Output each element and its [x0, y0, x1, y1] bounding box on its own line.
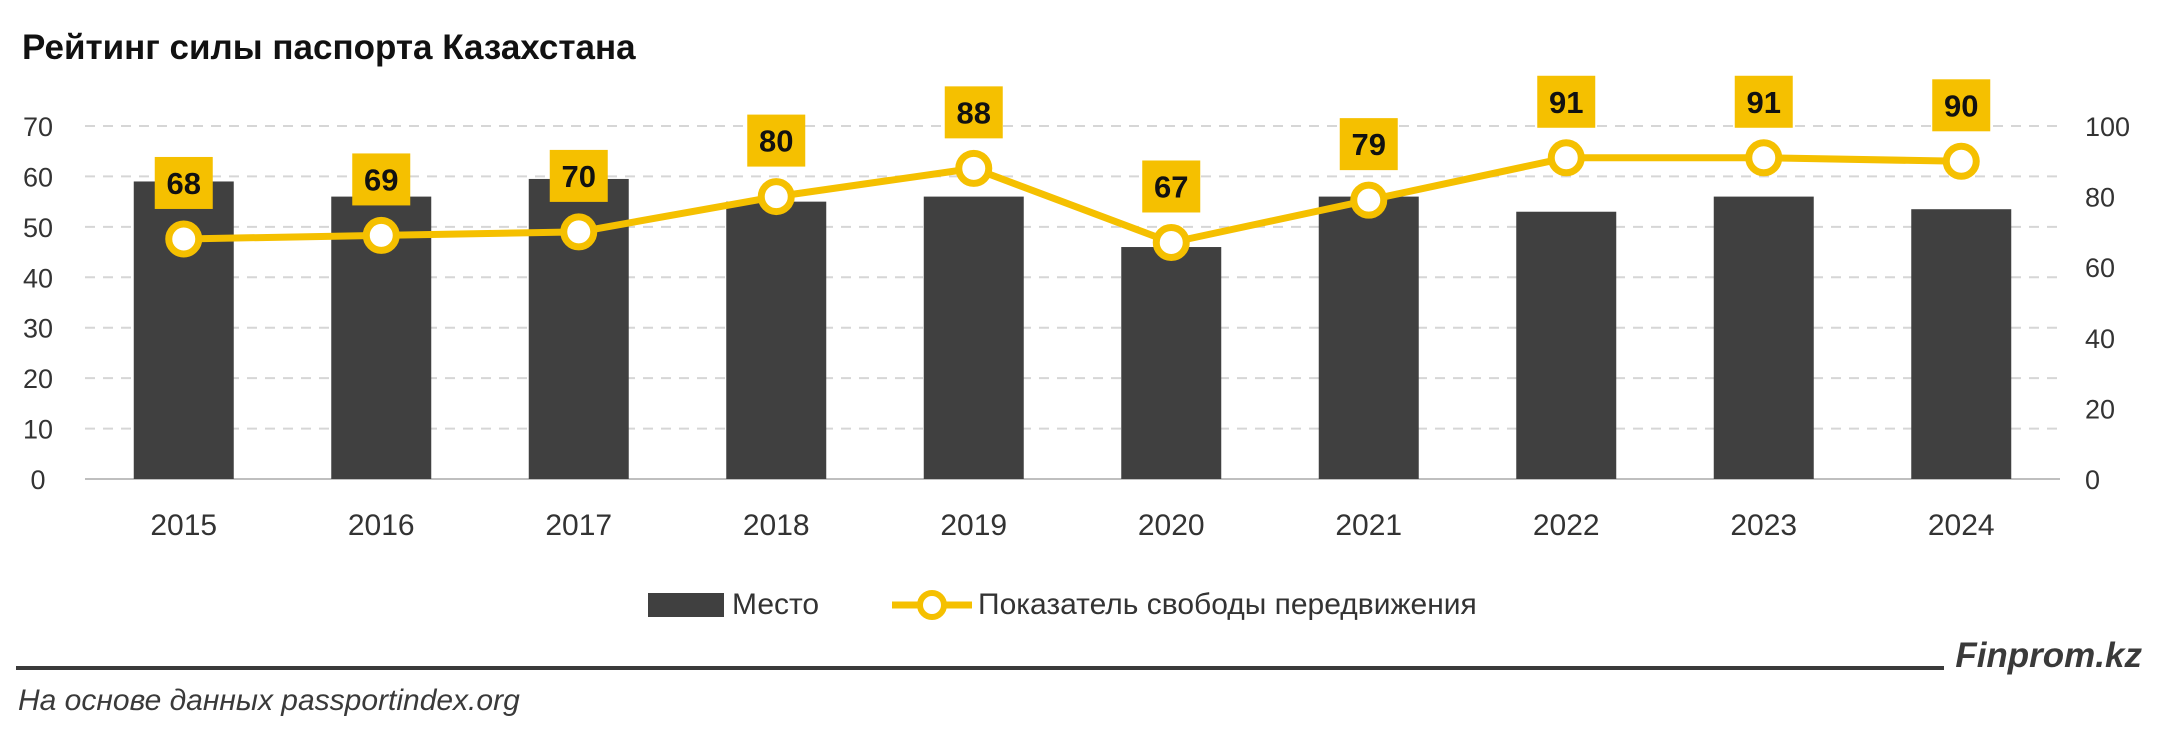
data-label-2023: 91: [1734, 75, 1793, 128]
right-axis-ticks: 0 20 40 60 80 100: [2085, 112, 2130, 495]
line-point-2015: [165, 220, 203, 258]
data-label-2016: 69: [352, 153, 411, 206]
data-label-box: [1537, 75, 1596, 128]
legend-item-bar: Место: [648, 588, 819, 621]
right-axis-tick-label: 60: [2085, 253, 2115, 283]
data-label-2015: 68: [154, 156, 213, 209]
footer-divider: [16, 666, 1944, 670]
x-tick-label: 2017: [545, 509, 612, 542]
data-label-2022: 91: [1537, 75, 1596, 128]
line-point-2022: [1547, 139, 1585, 177]
left-axis-tick-label: 70: [23, 112, 53, 142]
data-label-box: [1734, 75, 1793, 128]
x-tick-label: 2020: [1138, 509, 1205, 542]
line-series: [183, 154, 1962, 246]
x-tick-label: 2016: [348, 509, 415, 542]
data-label-2019: 88: [944, 86, 1003, 139]
line-point-2023: [1745, 139, 1783, 177]
line-point-2020: [1152, 223, 1190, 261]
data-label-box: [747, 114, 806, 167]
bar-2023: [1713, 196, 1814, 479]
right-axis-tick-label: 40: [2085, 324, 2115, 354]
line-point-2016: [362, 216, 400, 254]
right-axis-tick-label: 80: [2085, 183, 2115, 213]
data-label-box: [1339, 118, 1398, 171]
left-axis-tick-label: 10: [23, 415, 53, 445]
x-tick-label: 2024: [1928, 509, 1995, 542]
x-tick-label: 2022: [1533, 509, 1600, 542]
data-label-text: 80: [759, 124, 793, 159]
line-point-2018: [757, 178, 795, 216]
data-label-text: 79: [1352, 127, 1386, 162]
left-axis-tick-label: 0: [30, 465, 45, 495]
legend-line-label: Показатель свободы передвижения: [978, 588, 1477, 621]
bar-2020: [1121, 247, 1222, 479]
data-label-2024: 90: [1932, 79, 1991, 132]
bar-2024: [1911, 209, 2012, 479]
data-label-text: 69: [364, 162, 398, 197]
x-axis-ticks: 2015 2016 2017 2018 2019 2020 2021 2022 2023 2024: [150, 509, 1994, 542]
data-label-box: [154, 156, 213, 209]
legend-item-line: Показатель свободы передвижения: [892, 588, 1477, 621]
source-note: На основе данных passportindex.org: [18, 684, 520, 717]
left-axis-tick-label: 20: [23, 364, 53, 394]
data-label-box: [944, 86, 1003, 139]
line-markers: [165, 139, 1980, 261]
right-axis-tick-label: 0: [2085, 465, 2100, 495]
data-label-box: [1142, 160, 1201, 213]
x-tick-label: 2019: [940, 509, 1007, 542]
data-label-box: [549, 149, 608, 202]
legend: Место Показатель свободы передвижения: [648, 588, 1477, 621]
left-axis-tick-label: 50: [23, 213, 53, 243]
data-label-2020: 67: [1142, 160, 1201, 213]
legend-bar-swatch: [648, 593, 724, 617]
left-axis-tick-label: 60: [23, 162, 53, 192]
data-label-2021: 79: [1339, 118, 1398, 171]
data-label-text: 91: [1549, 85, 1583, 120]
left-axis-tick-label: 40: [23, 263, 53, 293]
data-label-2017: 70: [549, 149, 608, 202]
legend-line-marker: [917, 590, 947, 620]
data-label-text: 70: [562, 159, 596, 194]
data-label-text: 91: [1747, 85, 1781, 120]
line-point-2024: [1942, 142, 1980, 180]
data-label-text: 67: [1154, 169, 1188, 204]
left-axis-tick-label: 30: [23, 314, 53, 344]
bar-2022: [1516, 211, 1617, 479]
bar-2018: [726, 201, 827, 479]
line-point-2017: [560, 213, 598, 251]
x-tick-label: 2021: [1335, 509, 1402, 542]
data-labels: 68 69 70 80 88 67 79 91 91 90: [154, 75, 1991, 213]
line-point-2019: [955, 149, 993, 187]
data-label-text: 88: [957, 95, 991, 130]
bar-2019: [923, 196, 1024, 479]
right-axis-tick-label: 20: [2085, 394, 2115, 424]
legend-bar-label: Место: [732, 588, 819, 621]
x-tick-label: 2018: [743, 509, 810, 542]
left-axis-ticks: 0 10 20 30 40 50 60 70: [23, 112, 53, 495]
right-axis-tick-label: 100: [2085, 112, 2130, 142]
line-point-2021: [1350, 181, 1388, 219]
line-path: [183, 154, 1962, 246]
data-label-text: 90: [1944, 88, 1978, 123]
data-label-text: 68: [167, 166, 201, 201]
x-tick-label: 2015: [150, 509, 217, 542]
bar-series: [133, 178, 2012, 479]
data-label-box: [352, 153, 411, 206]
chart-title: Рейтинг силы паспорта Казахстана: [22, 28, 636, 67]
bar-2021: [1318, 196, 1419, 479]
x-tick-label: 2023: [1730, 509, 1797, 542]
data-label-box: [1932, 79, 1991, 132]
data-label-2018: 80: [747, 114, 806, 167]
brand-logo-text: Finprom.kz: [1955, 636, 2142, 675]
